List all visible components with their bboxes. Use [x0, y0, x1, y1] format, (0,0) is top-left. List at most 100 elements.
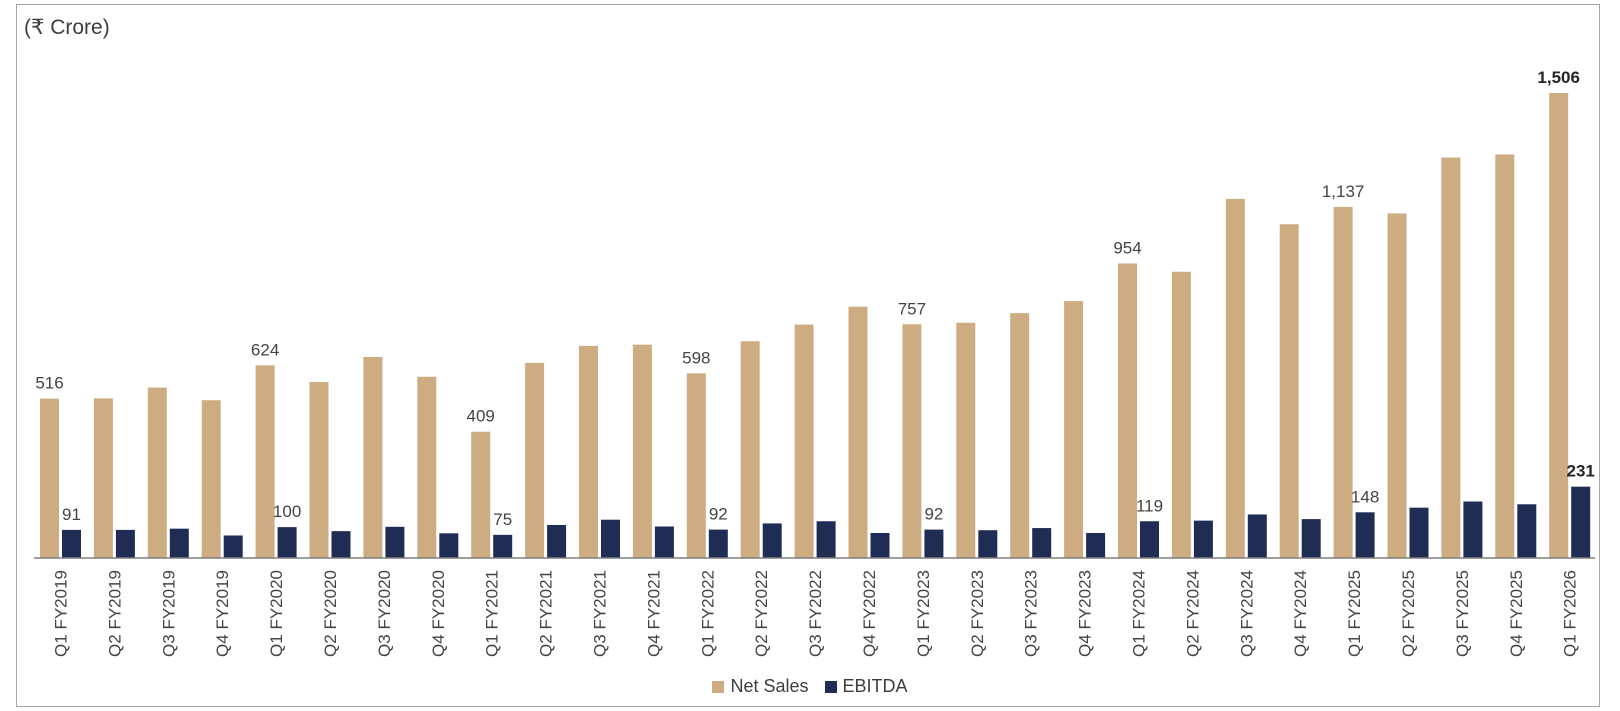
data-label-ebitda-q1-fy2023: 92	[924, 505, 943, 524]
bar-net-sales-q3-fy2019	[147, 387, 167, 558]
bar-net-sales-q1-fy2022	[686, 373, 706, 558]
data-label-ebitda-q1-fy2024: 119	[1136, 496, 1163, 515]
bar-ebitda-q3-fy2023	[1032, 528, 1052, 558]
x-tick-label-q3-fy2025: Q3 FY2025	[1453, 570, 1472, 657]
bar-ebitda-q3-fy2019	[169, 528, 189, 558]
bar-ebitda-q4-fy2023	[1086, 532, 1106, 558]
x-tick-label-q2-fy2025: Q2 FY2025	[1399, 570, 1418, 657]
bar-ebitda-q1-fy2022	[708, 529, 728, 558]
bar-ebitda-q1-fy2024	[1140, 521, 1159, 558]
bar-ebitda-q3-fy2024	[1247, 514, 1267, 558]
legend-label-net-sales: Net Sales	[730, 676, 809, 696]
bar-net-sales-q2-fy2022	[740, 341, 760, 558]
data-label-ebitda-q1-fy2019: 91	[62, 505, 81, 524]
bar-net-sales-q2-fy2024	[1171, 271, 1191, 558]
bar-net-sales-q3-fy2021	[579, 345, 598, 558]
legend-item-net-sales: Net Sales	[712, 676, 809, 697]
bar-net-sales-q3-fy2023	[1010, 313, 1030, 558]
data-label-ebitda-q1-fy2022: 92	[709, 505, 728, 524]
x-tick-label-q3-fy2022: Q3 FY2022	[806, 570, 825, 657]
bar-ebitda-q1-fy2026	[1571, 486, 1591, 558]
bar-ebitda-q4-fy2019	[223, 535, 243, 558]
legend-item-ebitda: EBITDA	[824, 676, 908, 697]
x-tick-label-q4-fy2020: Q4 FY2020	[429, 570, 448, 657]
x-tick-label-q4-fy2022: Q4 FY2022	[860, 570, 879, 657]
x-tick-label-q2-fy2020: Q2 FY2020	[321, 570, 340, 657]
bar-net-sales-q4-fy2020	[417, 376, 437, 558]
bar-net-sales-q1-fy2020	[255, 365, 275, 558]
bar-ebitda-q3-fy2025	[1463, 501, 1483, 558]
data-label-net-sales-q1-fy2026: 1,506	[1537, 68, 1580, 87]
bar-net-sales-q4-fy2024	[1279, 224, 1299, 558]
x-tick-label-q1-fy2020: Q1 FY2020	[267, 570, 286, 657]
data-label-ebitda-q1-fy2021: 75	[493, 510, 512, 529]
bar-ebitda-q2-fy2021	[547, 524, 567, 558]
bar-net-sales-q2-fy2025	[1387, 213, 1407, 558]
legend-swatch-ebitda	[824, 680, 837, 693]
data-label-net-sales-q1-fy2025: 1,137	[1322, 182, 1365, 201]
bar-ebitda-q2-fy2020	[331, 531, 351, 558]
bar-net-sales-q2-fy2019	[93, 398, 113, 558]
bar-ebitda-q4-fy2024	[1301, 519, 1321, 558]
bar-net-sales-q4-fy2021	[632, 344, 652, 558]
bar-ebitda-q1-fy2023	[924, 529, 944, 558]
data-label-net-sales-q1-fy2020: 624	[251, 340, 279, 359]
bar-ebitda-q1-fy2019	[62, 529, 81, 558]
bar-net-sales-q3-fy2020	[363, 356, 383, 558]
bar-ebitda-q4-fy2025	[1517, 504, 1537, 558]
data-label-net-sales-q1-fy2022: 598	[682, 348, 710, 367]
bar-net-sales-q2-fy2023	[956, 322, 976, 558]
bar-ebitda-q1-fy2020	[277, 527, 297, 558]
x-tick-label-q4-fy2024: Q4 FY2024	[1291, 570, 1310, 657]
bar-ebitda-q1-fy2025	[1355, 512, 1375, 558]
bar-ebitda-q4-fy2021	[654, 526, 674, 558]
data-label-ebitda-q1-fy2020: 100	[273, 502, 301, 521]
x-tick-label-q4-fy2023: Q4 FY2023	[1076, 570, 1095, 657]
x-tick-label-q3-fy2021: Q3 FY2021	[591, 570, 610, 657]
x-tick-label-q1-fy2024: Q1 FY2024	[1130, 570, 1149, 657]
x-tick-label-q2-fy2021: Q2 FY2021	[537, 570, 556, 657]
bar-net-sales-q4-fy2019	[201, 400, 221, 558]
x-tick-label-q3-fy2024: Q3 FY2024	[1237, 570, 1256, 657]
data-label-ebitda-q1-fy2026: 231	[1567, 462, 1595, 481]
x-tick-label-q4-fy2021: Q4 FY2021	[644, 570, 663, 657]
x-tick-label-q2-fy2019: Q2 FY2019	[105, 570, 124, 657]
unit-label: (₹ Crore)	[24, 16, 110, 39]
x-tick-label-q1-fy2021: Q1 FY2021	[483, 570, 502, 657]
bar-net-sales-q4-fy2023	[1064, 301, 1084, 558]
x-tick-label-q2-fy2024: Q2 FY2024	[1183, 570, 1202, 657]
x-tick-label-q1-fy2023: Q1 FY2023	[914, 570, 933, 657]
x-tick-label-q4-fy2025: Q4 FY2025	[1507, 570, 1526, 657]
legend: Net Sales EBITDA	[0, 676, 1620, 697]
x-tick-label-q1-fy2019: Q1 FY2019	[52, 570, 71, 657]
bar-net-sales-q3-fy2025	[1441, 157, 1461, 559]
x-tick-label-q1-fy2022: Q1 FY2022	[698, 570, 717, 657]
data-label-net-sales-q1-fy2019: 516	[35, 374, 63, 393]
data-label-ebitda-q1-fy2025: 148	[1351, 487, 1379, 506]
bar-ebitda-q4-fy2022	[870, 532, 890, 558]
bar-ebitda-q2-fy2022	[762, 523, 782, 558]
x-tick-label-q3-fy2019: Q3 FY2019	[159, 570, 178, 657]
legend-label-ebitda: EBITDA	[842, 676, 908, 696]
bar-ebitda-q3-fy2020	[385, 526, 405, 558]
bar-net-sales-q3-fy2022	[794, 324, 814, 558]
bar-net-sales-q3-fy2024	[1225, 198, 1245, 558]
data-label-net-sales-q1-fy2023: 757	[898, 299, 926, 318]
legend-swatch-net-sales	[712, 680, 725, 693]
bar-ebitda-q2-fy2024	[1193, 520, 1213, 558]
x-tick-label-q1-fy2025: Q1 FY2025	[1345, 570, 1364, 657]
x-tick-label-q4-fy2019: Q4 FY2019	[213, 570, 232, 657]
bar-ebitda-q2-fy2019	[115, 529, 135, 558]
bar-net-sales-q2-fy2021	[525, 362, 545, 558]
data-label-net-sales-q1-fy2024: 954	[1113, 238, 1141, 257]
bar-net-sales-q1-fy2019	[40, 398, 59, 558]
data-label-net-sales-q1-fy2021: 409	[467, 407, 495, 426]
chart-frame	[16, 4, 1600, 707]
bar-net-sales-q2-fy2020	[309, 382, 329, 558]
x-tick-label-q2-fy2022: Q2 FY2022	[752, 570, 771, 657]
x-tick-label-q3-fy2023: Q3 FY2023	[1022, 570, 1041, 657]
bar-net-sales-q4-fy2025	[1495, 154, 1515, 559]
bar-ebitda-q3-fy2022	[816, 521, 836, 558]
bar-ebitda-q4-fy2020	[439, 533, 459, 558]
